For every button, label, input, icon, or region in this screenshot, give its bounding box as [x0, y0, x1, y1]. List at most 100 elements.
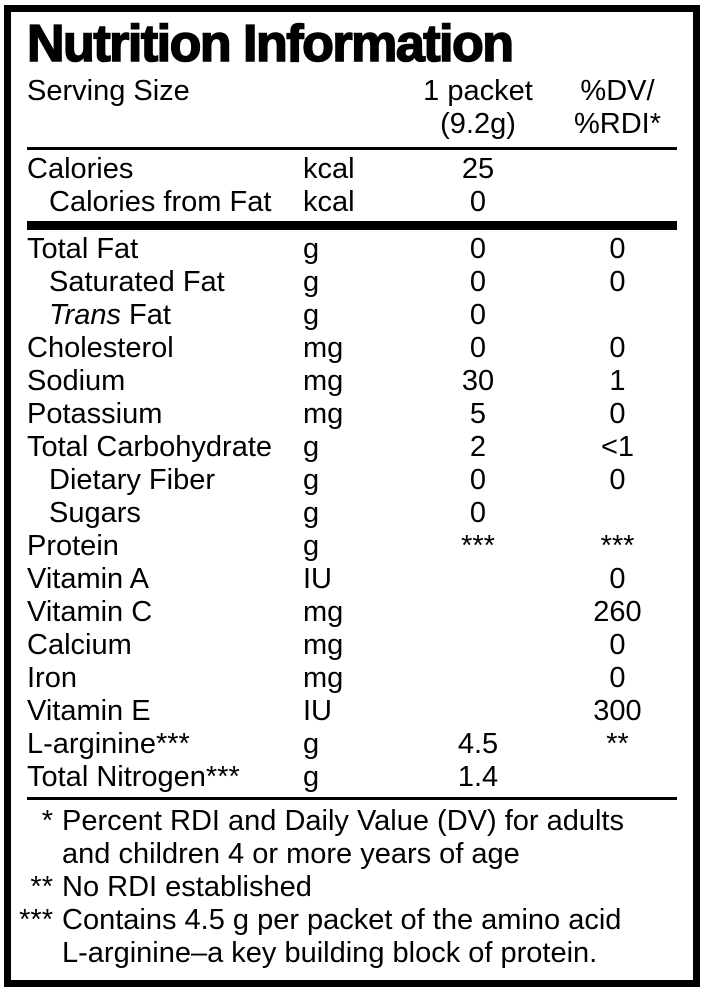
nutrient-row: Dietary Fiber g 0 0 — [27, 464, 677, 497]
footnote-divider — [27, 797, 677, 800]
nutrient-row: L-arginine*** g 4.5 ** — [27, 728, 677, 761]
nutrient-unit: g — [303, 728, 320, 760]
nutrient-name-text: Sugars — [49, 497, 141, 529]
nutrient-name: Vitamin C — [27, 596, 303, 629]
footnote: *** Contains 4.5 g per packet of the ami… — [19, 904, 677, 970]
nutrient-name-text: Vitamin C — [27, 596, 153, 628]
nutrient-dv-value: 0 — [609, 563, 626, 595]
nutrient-unit: g — [303, 299, 320, 331]
dv-column-heading: %DV/ %RDI* — [558, 75, 677, 141]
nutrient-row: Calories kcal 25 — [27, 153, 677, 186]
nutrient-row: Total Carbohydrate g 2 <1 — [27, 431, 677, 464]
nutrient-unit: g — [303, 497, 320, 529]
nutrient-amount — [398, 695, 558, 728]
header-divider — [27, 147, 677, 150]
nutrient-name-text: Vitamin A — [27, 563, 149, 595]
nutrient-dv-value: 0 — [609, 266, 626, 298]
serving-size-label: Serving Size — [27, 75, 190, 107]
nutrient-dv-value: 0 — [609, 233, 626, 265]
nutrient-name: Trans Fat — [27, 299, 303, 332]
footnotes-section: * Percent RDI and Daily Value (DV) for a… — [19, 800, 677, 970]
nutrient-dv-value: 0 — [609, 662, 626, 694]
nutrient-name-text: Calcium — [27, 629, 132, 661]
nutrient-name-text: Sodium — [27, 365, 126, 397]
nutrition-information-label: Nutrition Information Serving Size 1 pac… — [4, 5, 700, 987]
nutrient-unit: kcal — [303, 153, 355, 185]
dv-heading-line2: %RDI* — [573, 108, 661, 140]
nutrient-unit: IU — [303, 695, 332, 727]
nutrient-row: Trans Fat g 0 — [27, 299, 677, 332]
nutrient-amount: *** — [461, 530, 495, 562]
nutrient-dv-value: 260 — [593, 596, 642, 628]
nutrient-unit: g — [303, 431, 320, 463]
nutrient-name-text: Cholesterol — [27, 332, 174, 364]
nutrient-dv-value: 0 — [609, 398, 626, 430]
nutrient-row: Saturated Fat g 0 0 — [27, 266, 677, 299]
nutrient-row: Total Nitrogen*** g 1.4 — [27, 761, 677, 794]
serving-size-value: 1 packet (9.2g) — [398, 75, 558, 141]
dv-heading-line1: %DV/ — [580, 75, 655, 107]
nutrient-dv-value: 300 — [593, 695, 642, 727]
footnote: ** No RDI established — [27, 871, 677, 904]
nutrients-section: Total Fat g 0 0 Saturated Fat g 0 0 Tran… — [27, 233, 677, 794]
nutrient-amount: 0 — [469, 464, 487, 496]
nutrient-name: Protein — [27, 530, 303, 563]
label-title: Nutrition Information — [26, 15, 515, 73]
nutrient-amount: 1.4 — [457, 761, 499, 793]
nutrient-amount: 0 — [469, 233, 487, 265]
nutrient-name-text: Calories from Fat — [49, 186, 272, 218]
nutrient-unit: g — [303, 530, 320, 562]
nutrient-name: Saturated Fat — [27, 266, 303, 299]
nutrient-name: Total Carbohydrate — [27, 431, 303, 464]
nutrient-unit: g — [303, 233, 320, 265]
nutrient-name-text: Iron — [27, 662, 77, 694]
nutrient-unit: mg — [303, 629, 344, 661]
nutrient-row: Calories from Fat kcal 0 — [27, 186, 677, 219]
serving-size-value-line2: (9.2g) — [440, 108, 516, 140]
footnote-marker: * — [41, 805, 53, 837]
nutrient-amount: 0 — [469, 299, 487, 331]
nutrient-unit: mg — [303, 332, 344, 364]
nutrient-row: Vitamin A IU 0 — [27, 563, 677, 596]
nutrient-amount: 0 — [469, 332, 487, 364]
nutrient-name: Potassium — [27, 398, 303, 431]
nutrient-unit: g — [303, 464, 320, 496]
calories-section: Calories kcal 25 Calories from Fat kcal … — [27, 153, 677, 219]
nutrient-row: Total Fat g 0 0 — [27, 233, 677, 266]
nutrient-row: Cholesterol mg 0 0 — [27, 332, 677, 365]
nutrient-amount: 2 — [469, 431, 487, 463]
nutrient-name-text: Potassium — [27, 398, 163, 430]
nutrient-dv-value — [558, 299, 677, 332]
nutrient-name: Cholesterol — [27, 332, 303, 365]
nutrient-row: Potassium mg 5 0 — [27, 398, 677, 431]
footnote-line: Contains 4.5 g per packet of the amino a… — [62, 904, 622, 936]
nutrient-dv-value — [558, 186, 677, 219]
nutrient-amount: 5 — [469, 398, 487, 430]
footnote-text: Contains 4.5 g per packet of the amino a… — [62, 904, 677, 970]
nutrient-name-text: Fat — [120, 299, 171, 331]
nutrient-name: Sodium — [27, 365, 303, 398]
footnote-line: No RDI established — [62, 871, 312, 903]
nutrient-row: Iron mg 0 — [27, 662, 677, 695]
nutrient-name: Vitamin E — [27, 695, 303, 728]
footnote-line: and children 4 or more years of age — [62, 838, 520, 870]
nutrient-name: Iron — [27, 662, 303, 695]
nutrient-amount: 30 — [461, 365, 495, 397]
nutrient-unit: g — [303, 761, 320, 793]
nutrient-name-text: Dietary Fiber — [49, 464, 215, 496]
nutrient-unit: kcal — [303, 186, 355, 218]
nutrient-row: Vitamin C mg 260 — [27, 596, 677, 629]
nutrient-unit: IU — [303, 563, 332, 595]
nutrient-amount — [398, 563, 558, 596]
footnote-text: Percent RDI and Daily Value (DV) for adu… — [62, 805, 677, 871]
nutrient-dv-value: ** — [606, 728, 629, 760]
header-row: Serving Size 1 packet (9.2g) %DV/ %RDI* — [27, 75, 677, 141]
footnote-text: No RDI established — [62, 871, 677, 904]
nutrient-amount — [398, 662, 558, 695]
nutrient-name-text: Total Carbohydrate — [27, 431, 273, 463]
nutrient-name: Sugars — [27, 497, 303, 530]
nutrient-amount: 25 — [461, 153, 495, 185]
nutrient-name-italic: Trans — [49, 299, 121, 331]
nutrient-amount — [398, 629, 558, 662]
nutrient-name-text: Saturated Fat — [49, 266, 225, 298]
